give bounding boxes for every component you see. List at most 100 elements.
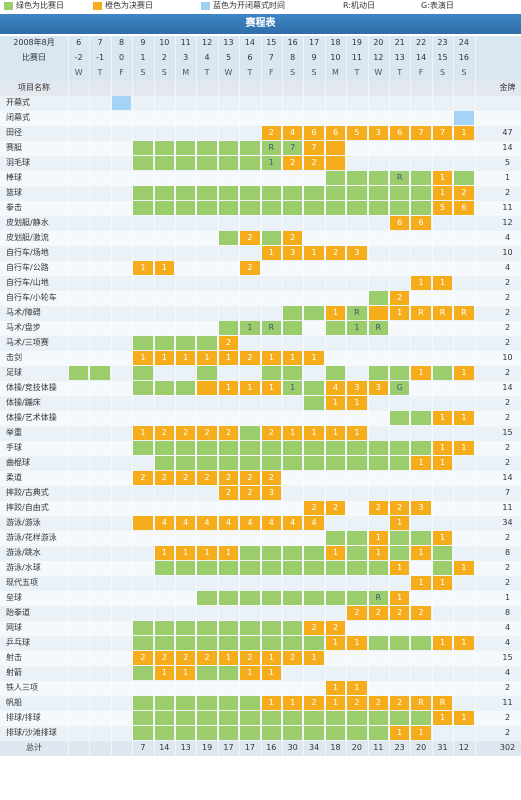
final-day-cell: 1 (240, 381, 260, 395)
final-day-cell: 6 (411, 216, 431, 230)
competition-day-cell (261, 456, 281, 470)
final-day-cell: 2 (304, 621, 324, 635)
legend-label: G:表演日 (421, 1, 454, 10)
final-day-cell: 1 (283, 351, 303, 365)
final-day-cell: 2 (240, 231, 260, 245)
competition-day-cell (176, 156, 196, 170)
final-day-cell: 2 (390, 291, 410, 305)
event-row: 体操/竞技体操 1 1 1 1 4 3 3 G 14 (0, 381, 521, 396)
final-day-cell: 1 (304, 351, 324, 365)
event-name: 网球 (6, 623, 22, 632)
final-day-cell: 2 (368, 606, 388, 620)
medal-count: 5 (504, 158, 511, 167)
competition-day-cell (197, 561, 217, 575)
daily-total: 34 (308, 743, 320, 752)
daily-total: 16 (266, 743, 277, 752)
legend-label: 橙色为决赛日 (105, 1, 153, 10)
weekday-cell: T (204, 68, 210, 77)
competition-day-cell (133, 366, 153, 380)
grid-line (303, 36, 305, 756)
competition-day-cell (411, 186, 431, 200)
event-row: 体操/蹦床 1 1 2 (0, 396, 521, 411)
competition-day-cell (197, 366, 217, 380)
event-row: 举重 1 2 2 2 2 2 1 1 1 1 15 (0, 426, 521, 441)
day-label: 比赛日 (22, 53, 46, 62)
final-day-cell: 7 (304, 141, 324, 155)
final-day-cell: 1 (154, 666, 174, 680)
date-cell: 8 (118, 38, 125, 47)
event-name: 自行车/场地 (6, 248, 49, 257)
event-name: 射击 (6, 653, 22, 662)
final-day-cell: 3 (368, 381, 388, 395)
competition-day-cell (325, 456, 346, 470)
event-row: 自行车/公路 1 1 2 4 (0, 261, 521, 276)
competition-day-cell (218, 441, 239, 455)
competition-day-cell (240, 201, 260, 215)
date-cell: 7 (97, 38, 103, 47)
competition-day-cell (390, 186, 410, 200)
medal-count: 2 (504, 563, 511, 572)
final-day-cell: 1 (454, 711, 474, 725)
event-row: 体操/艺术体操 1 1 2 (0, 411, 521, 426)
event-row: 摔跤/自由式 2 2 2 2 3 11 (0, 501, 521, 516)
event-row: 自行车/山地 1 1 2 (0, 276, 521, 291)
legend-item: 蓝色为开闭幕式时间 (201, 1, 285, 11)
medal-count: 34 (502, 518, 513, 527)
competition-day-cell (283, 726, 303, 740)
medal-count: 14 (502, 473, 513, 482)
competition-day-cell (154, 336, 174, 350)
daily-total: 13 (180, 743, 191, 752)
competition-day-cell (304, 201, 324, 215)
competition-day-cell (154, 636, 174, 650)
competition-day-cell (133, 711, 153, 725)
competition-day-cell (218, 321, 239, 335)
final-day-cell: 1 (154, 546, 174, 560)
final-day-cell: 4 (304, 516, 324, 530)
final-day-cell: 1 (347, 396, 367, 410)
final-day-cell: 2 (240, 486, 260, 500)
final-day-cell: 1 (176, 351, 196, 365)
final-day-cell: 1 (347, 426, 367, 440)
date-cell: 15 (266, 38, 277, 47)
event-name: 自行车/山地 (6, 278, 49, 287)
final-day-cell: 1 (390, 516, 410, 530)
competition-day-cell (133, 621, 153, 635)
competition-day-cell (283, 591, 303, 605)
competition-day-cell (261, 621, 281, 635)
date-cell: 14 (244, 38, 255, 47)
event-name: 田径 (6, 128, 22, 137)
competition-day-cell (133, 156, 153, 170)
weekday-cell: W (224, 68, 233, 77)
event-name: 足球 (6, 368, 22, 377)
event-row: 帆船 1 1 2 1 2 2 2 R R 11 (0, 696, 521, 711)
final-day-cell (325, 156, 346, 170)
competition-day-cell (283, 366, 303, 380)
daily-total: 23 (394, 743, 405, 752)
event-row: 足球 1 1 2 (0, 366, 521, 381)
medal-count: 7 (504, 488, 511, 497)
medal-count: 15 (502, 428, 513, 437)
competition-day-cell (240, 156, 260, 170)
date-cell: 11 (180, 38, 191, 47)
event-name: 排球/沙滩排球 (6, 728, 57, 737)
grid-line (431, 36, 433, 756)
competition-day-cell (347, 441, 367, 455)
final-day-cell: 1 (454, 411, 474, 425)
competition-day-cell (347, 531, 367, 545)
event-row: 自行车/场地 1 3 1 2 3 10 (0, 246, 521, 261)
daily-total: 30 (287, 743, 298, 752)
competition-day-cell (261, 186, 281, 200)
daily-total: 17 (223, 743, 234, 752)
competition-day-cell (197, 696, 217, 710)
final-day-cell: R (432, 306, 453, 320)
final-day-cell: 2 (176, 471, 196, 485)
competition-day-cell (197, 186, 217, 200)
grid-line (324, 36, 326, 756)
grid-line (196, 36, 198, 756)
competition-day-cell (240, 186, 260, 200)
competition-day-cell (176, 726, 196, 740)
final-day-cell: 1 (154, 261, 174, 275)
competition-day-cell (411, 201, 431, 215)
event-name: 帆船 (6, 698, 22, 707)
final-day-cell: 2 (347, 696, 367, 710)
